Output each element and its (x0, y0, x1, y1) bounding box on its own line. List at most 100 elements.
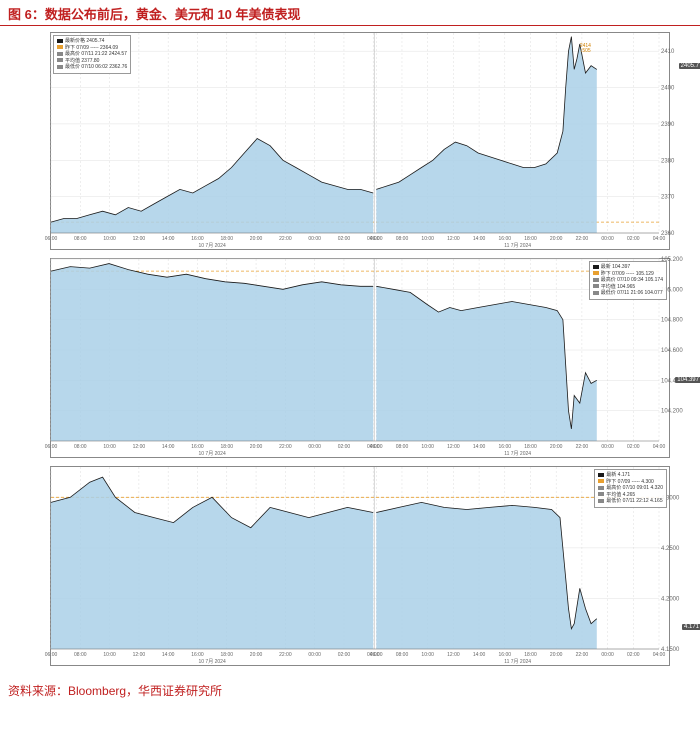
svg-text:10:00: 10:00 (103, 444, 116, 450)
svg-text:16:00: 16:00 (191, 652, 204, 658)
svg-text:20:00: 20:00 (550, 236, 563, 242)
orange-callout-gold: 2414↓505 (580, 44, 591, 54)
svg-text:18:00: 18:00 (221, 444, 234, 450)
svg-text:04:00: 04:00 (653, 652, 666, 658)
last-value-dxy: 104.397 (675, 377, 700, 383)
svg-text:20:00: 20:00 (250, 444, 263, 450)
svg-text:10:00: 10:00 (421, 236, 434, 242)
svg-text:02:00: 02:00 (627, 444, 640, 450)
svg-text:06:00: 06:00 (370, 444, 383, 450)
svg-text:104.800: 104.800 (661, 318, 683, 324)
chart-svg-ust10y: 4.15004.20004.25004.300006:0008:0010:001… (51, 467, 659, 667)
svg-text:06:00: 06:00 (45, 652, 58, 658)
svg-text:22:00: 22:00 (576, 444, 589, 450)
svg-text:12:00: 12:00 (133, 236, 146, 242)
svg-text:4.2500: 4.2500 (661, 546, 680, 552)
svg-text:18:00: 18:00 (524, 652, 537, 658)
svg-text:02:00: 02:00 (627, 236, 640, 242)
svg-text:10 7月 2024: 10 7月 2024 (198, 659, 225, 665)
svg-text:12:00: 12:00 (447, 444, 460, 450)
svg-text:4.2000: 4.2000 (661, 596, 680, 602)
chart-panel-gold: 23602370238023902400241006:0008:0010:001… (50, 32, 670, 250)
last-value-gold: 2405.7 (679, 63, 700, 69)
svg-text:16:00: 16:00 (191, 444, 204, 450)
svg-text:11 7月 2024: 11 7月 2024 (504, 243, 531, 249)
svg-text:10 7月 2024: 10 7月 2024 (198, 451, 225, 457)
svg-text:104.200: 104.200 (661, 409, 683, 415)
svg-text:02:00: 02:00 (338, 236, 351, 242)
svg-text:10:00: 10:00 (103, 652, 116, 658)
chart-panel-dxy: 104.200104.400104.600104.800105.000105.2… (50, 258, 670, 458)
svg-text:18:00: 18:00 (221, 236, 234, 242)
svg-text:08:00: 08:00 (396, 444, 409, 450)
svg-text:14:00: 14:00 (162, 444, 175, 450)
svg-text:22:00: 22:00 (576, 652, 589, 658)
svg-text:10:00: 10:00 (421, 652, 434, 658)
svg-text:20:00: 20:00 (550, 652, 563, 658)
svg-text:08:00: 08:00 (74, 652, 87, 658)
legend-gold: 最新价格 2405.74昨下 07/09 ----- 2364.09最高价 07… (53, 35, 131, 74)
svg-text:2390: 2390 (661, 122, 675, 128)
svg-text:14:00: 14:00 (162, 236, 175, 242)
svg-text:22:00: 22:00 (576, 236, 589, 242)
svg-text:18:00: 18:00 (524, 236, 537, 242)
svg-text:14:00: 14:00 (473, 236, 486, 242)
svg-text:14:00: 14:00 (473, 444, 486, 450)
figure-title: 图 6：数据公布前后，黄金、美元和 10 年美债表现 (0, 0, 700, 26)
svg-text:20:00: 20:00 (250, 236, 263, 242)
svg-text:02:00: 02:00 (338, 652, 351, 658)
svg-text:12:00: 12:00 (447, 236, 460, 242)
svg-text:10:00: 10:00 (421, 444, 434, 450)
svg-text:22:00: 22:00 (279, 236, 292, 242)
svg-text:06:00: 06:00 (45, 444, 58, 450)
svg-text:16:00: 16:00 (191, 236, 204, 242)
svg-text:00:00: 00:00 (308, 236, 321, 242)
svg-text:20:00: 20:00 (250, 652, 263, 658)
svg-text:16:00: 16:00 (499, 236, 512, 242)
svg-text:11 7月 2024: 11 7月 2024 (504, 451, 531, 457)
svg-text:08:00: 08:00 (396, 652, 409, 658)
svg-text:06:00: 06:00 (370, 652, 383, 658)
svg-text:11 7月 2024: 11 7月 2024 (504, 659, 531, 665)
charts-container: 23602370238023902400241006:0008:0010:001… (0, 26, 700, 676)
svg-text:22:00: 22:00 (279, 444, 292, 450)
svg-text:00:00: 00:00 (601, 444, 614, 450)
svg-text:16:00: 16:00 (499, 444, 512, 450)
svg-text:10 7月 2024: 10 7月 2024 (198, 243, 225, 249)
svg-text:12:00: 12:00 (133, 652, 146, 658)
svg-text:2410: 2410 (661, 49, 675, 55)
chart-panel-ust10y: 4.15004.20004.25004.300006:0008:0010:001… (50, 466, 670, 666)
svg-text:02:00: 02:00 (338, 444, 351, 450)
svg-text:2400: 2400 (661, 86, 675, 92)
svg-text:2370: 2370 (661, 195, 675, 201)
svg-text:12:00: 12:00 (447, 652, 460, 658)
svg-text:12:00: 12:00 (133, 444, 146, 450)
svg-text:08:00: 08:00 (74, 236, 87, 242)
last-value-ust10y: 4.171 (682, 624, 700, 630)
svg-text:16:00: 16:00 (499, 652, 512, 658)
svg-text:08:00: 08:00 (74, 444, 87, 450)
legend-ust10y: 最新 4.171昨下 07/09 ----- 4.300最高价 07/10 09… (594, 469, 667, 508)
svg-text:104.600: 104.600 (661, 348, 683, 354)
svg-text:00:00: 00:00 (308, 652, 321, 658)
svg-text:10:00: 10:00 (103, 236, 116, 242)
svg-text:14:00: 14:00 (162, 652, 175, 658)
svg-text:04:00: 04:00 (653, 444, 666, 450)
svg-text:02:00: 02:00 (627, 652, 640, 658)
svg-text:18:00: 18:00 (524, 444, 537, 450)
svg-text:06:00: 06:00 (370, 236, 383, 242)
chart-svg-gold: 23602370238023902400241006:0008:0010:001… (51, 33, 659, 251)
legend-dxy: 最新 104.397昨下 07/09 ----- 105.129最高价 07/1… (589, 261, 667, 300)
svg-text:14:00: 14:00 (473, 652, 486, 658)
figure-source: 资料来源：Bloomberg，华西证券研究所 (0, 676, 700, 701)
svg-text:22:00: 22:00 (279, 652, 292, 658)
chart-svg-dxy: 104.200104.400104.600104.800105.000105.2… (51, 259, 659, 459)
svg-text:20:00: 20:00 (550, 444, 563, 450)
svg-text:18:00: 18:00 (221, 652, 234, 658)
svg-text:00:00: 00:00 (601, 236, 614, 242)
svg-text:06:00: 06:00 (45, 236, 58, 242)
svg-text:00:00: 00:00 (601, 652, 614, 658)
svg-text:00:00: 00:00 (308, 444, 321, 450)
svg-text:08:00: 08:00 (396, 236, 409, 242)
svg-text:04:00: 04:00 (653, 236, 666, 242)
